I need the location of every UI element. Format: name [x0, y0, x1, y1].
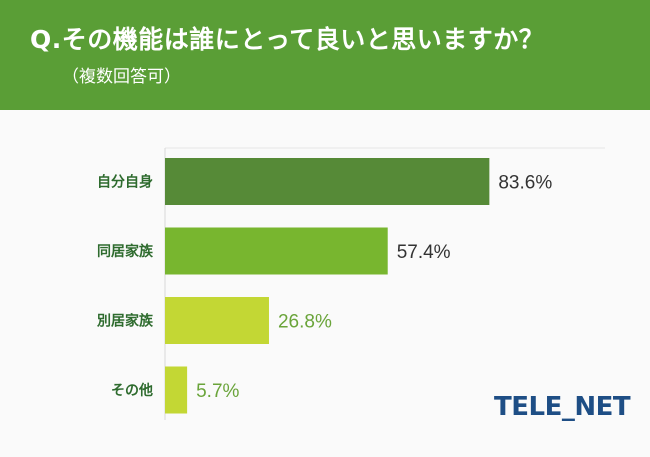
category-label-4: その他 [111, 382, 153, 399]
value-label-1: 83.6% [498, 173, 552, 194]
bar-4 [165, 366, 188, 414]
question-subtitle: （複数回答可） [62, 67, 181, 87]
value-label-3: 26.8% [278, 312, 332, 333]
value-label-2: 57.4% [397, 242, 451, 263]
header-banner: Q.その機能は誰にとって良いと思いますか？ （複数回答可） [0, 0, 650, 110]
value-label-4: 5.7% [196, 381, 239, 402]
bar-1 [165, 158, 490, 205]
category-label-3: 別居家族 [96, 313, 154, 330]
telenet-logo: TELE_NET [494, 392, 631, 422]
question-title: Q.その機能は誰にとって良いと思いますか？ [30, 25, 545, 54]
bar-2 [165, 227, 388, 275]
category-label-2: 同居家族 [97, 243, 154, 260]
bar-3 [165, 297, 269, 344]
category-label-1: 自分自身 [97, 174, 153, 191]
